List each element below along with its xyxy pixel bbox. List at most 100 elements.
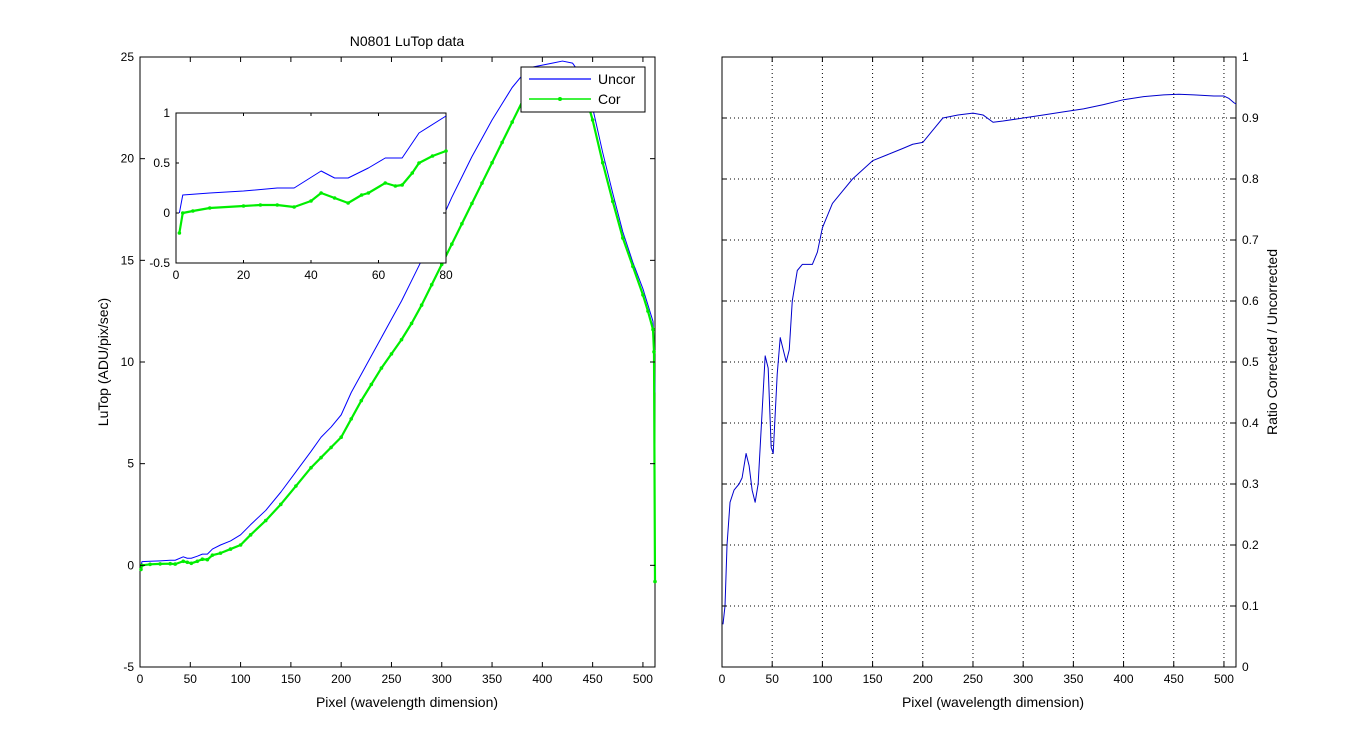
data-point-cor: [490, 160, 494, 165]
x-tick-label: 350: [1063, 672, 1083, 686]
data-point-cor: [309, 199, 313, 203]
x-tick-label: 250: [381, 672, 401, 686]
y-tick-label: 0.8: [1242, 172, 1259, 186]
data-point-cor: [294, 484, 298, 488]
right-plot-x-axis-label: Pixel (wavelength dimension): [902, 694, 1084, 710]
data-point-cor: [195, 559, 200, 564]
data-point-cor: [410, 171, 415, 175]
data-point-cor: [379, 366, 384, 370]
legend-box: [520, 66, 646, 113]
left-plot-x-axis-label: Pixel (wavelength dimension): [316, 694, 498, 710]
right-plot-grid: [722, 57, 1236, 667]
x-tick-label: 450: [583, 672, 603, 686]
y-tick-label: 1: [1242, 50, 1249, 64]
data-point-cor: [470, 201, 474, 206]
data-point-cor: [200, 557, 205, 562]
data-point-cor: [369, 382, 374, 387]
data-point-cor: [292, 205, 296, 209]
data-point-cor: [185, 560, 190, 565]
series-markers-cor: [177, 149, 448, 235]
x-tick-label: 500: [1214, 672, 1234, 686]
data-point-cor: [168, 561, 172, 566]
data-point-cor: [309, 465, 313, 470]
inset-plot-series: [177, 115, 448, 235]
data-point-cor: [510, 120, 514, 124]
data-point-cor: [275, 203, 280, 207]
data-point-cor: [651, 327, 655, 332]
legend-label-uncor: Uncor: [598, 71, 636, 87]
data-point-cor: [181, 559, 186, 564]
y-tick-label: 0.1: [1242, 599, 1259, 613]
data-point-cor: [610, 199, 615, 204]
data-point-cor: [329, 445, 333, 450]
right-plot-x-ticks: 0 50 100 150 200 250 300 350 400 450 500: [719, 57, 1234, 686]
data-point-cor: [631, 264, 635, 269]
y-tick-label: 25: [121, 50, 135, 64]
inset-plot-y-ticks: -0.5 0 0.5 1: [149, 106, 446, 270]
y-tick-label: 0: [1242, 660, 1249, 674]
data-point-cor: [393, 184, 398, 188]
right-plot-series: [722, 93, 1237, 625]
right-plot-y-ticks: 0 0.1 0.2 0.3 0.4 0.5 0.6 0.7 0.8 0.9 1: [722, 50, 1259, 674]
x-tick-label: 400: [532, 672, 552, 686]
left-plot-x-ticks: 0 50 100 150 200 250 300 350 400 450 500: [137, 57, 653, 686]
x-tick-label: 150: [863, 672, 883, 686]
x-tick-label: 100: [231, 672, 251, 686]
data-point-cor: [652, 350, 656, 354]
data-point-cor: [359, 398, 364, 403]
data-point-cor: [480, 181, 484, 185]
data-point-cor: [205, 557, 210, 562]
data-point-cor: [646, 309, 650, 313]
data-point-cor: [349, 417, 354, 421]
data-point-cor: [218, 551, 223, 555]
y-tick-label: 0.5: [153, 156, 170, 170]
y-tick-label: 20: [121, 152, 135, 166]
data-point-cor: [450, 242, 454, 246]
data-point-cor: [279, 502, 283, 507]
data-point-cor: [590, 118, 595, 122]
x-tick-label: 350: [482, 672, 502, 686]
legend: Uncor Cor: [520, 66, 646, 113]
data-point-cor: [366, 191, 371, 195]
data-point-cor: [383, 181, 388, 185]
data-point-cor: [641, 293, 645, 297]
series-line-ratio: [722, 93, 1237, 625]
x-tick-label: 200: [913, 672, 933, 686]
data-point-cor: [332, 196, 337, 200]
y-tick-label: 0.3: [1242, 477, 1259, 491]
data-point-cor: [263, 518, 268, 523]
x-tick-label: 200: [331, 672, 351, 686]
y-tick-label: 0.7: [1242, 233, 1259, 247]
y-tick-label: 0: [163, 206, 170, 220]
data-point-cor: [139, 567, 143, 572]
y-tick-label: 5: [127, 457, 134, 471]
data-point-cor: [500, 140, 504, 145]
x-tick-label: 100: [812, 672, 832, 686]
data-point-cor: [207, 206, 212, 210]
data-point-cor: [228, 547, 233, 551]
data-point-cor: [158, 562, 162, 566]
right-plot-y-axis-label: Ratio Corrected / Uncorrected: [1264, 249, 1280, 435]
y-tick-label: -0.5: [149, 256, 170, 270]
data-point-cor: [400, 183, 404, 187]
y-tick-label: -5: [123, 660, 134, 674]
y-tick-label: 15: [121, 253, 135, 267]
data-point-cor: [359, 193, 364, 197]
x-tick-label: 150: [281, 672, 301, 686]
data-point-cor: [409, 321, 414, 326]
data-point-cor: [241, 204, 246, 208]
x-tick-label: 50: [184, 672, 198, 686]
data-point-cor: [399, 337, 404, 342]
data-point-cor: [173, 562, 178, 566]
x-tick-label: 0: [719, 672, 726, 686]
x-tick-label: 450: [1164, 672, 1184, 686]
y-tick-label: 0.4: [1242, 416, 1259, 430]
data-point-cor: [148, 562, 152, 567]
y-tick-label: 0.6: [1242, 294, 1259, 308]
data-point-cor: [258, 203, 263, 207]
data-point-cor: [189, 561, 194, 566]
y-tick-label: 0.2: [1242, 538, 1259, 552]
y-tick-label: 0: [127, 558, 134, 572]
data-point-cor: [248, 533, 253, 537]
